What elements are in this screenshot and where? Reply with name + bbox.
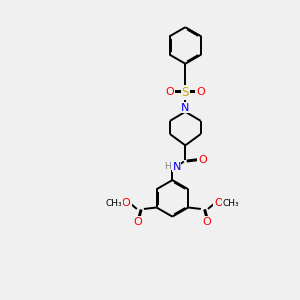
Text: O: O bbox=[122, 198, 130, 208]
Text: O: O bbox=[196, 87, 205, 97]
Text: CH₃: CH₃ bbox=[223, 199, 239, 208]
Text: N: N bbox=[181, 103, 190, 112]
Text: O: O bbox=[166, 87, 174, 97]
Text: CH₃: CH₃ bbox=[106, 199, 122, 208]
Text: H: H bbox=[164, 162, 171, 171]
Text: O: O bbox=[134, 217, 142, 227]
Text: O: O bbox=[214, 198, 223, 208]
Text: O: O bbox=[198, 155, 207, 165]
Text: S: S bbox=[182, 86, 189, 99]
Text: N: N bbox=[172, 162, 181, 172]
Text: O: O bbox=[202, 217, 211, 227]
